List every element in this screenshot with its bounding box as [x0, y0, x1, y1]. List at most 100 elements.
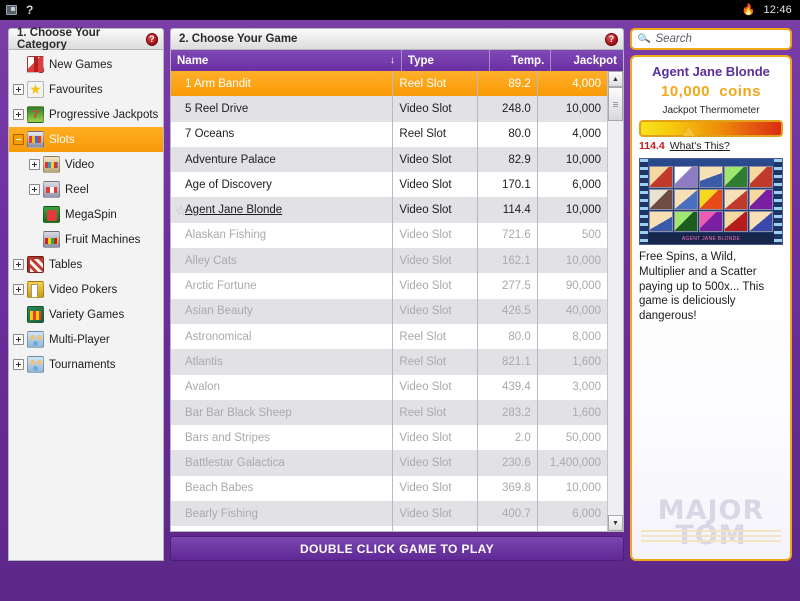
sidebar-item-variety-games[interactable]: Variety Games	[9, 302, 163, 327]
game-grid-body[interactable]: 1 Arm Bandit Reel Slot 89.2 4,000 5 Reel Dri…	[171, 71, 607, 531]
cell-name: Bars and Stripes	[171, 425, 394, 451]
sidebar-item-fruit-machines[interactable]: Fruit Machines	[9, 227, 163, 252]
expand-icon[interactable]	[13, 359, 24, 370]
sort-descending-icon: ↓	[389, 55, 395, 66]
table-row[interactable]: Avalon Video Slot 439.4 3,000	[171, 374, 607, 400]
detail-game-title: Agent Jane Blonde	[652, 64, 770, 79]
table-row[interactable]: 7 Oceans Reel Slot 80.0 4,000	[171, 121, 607, 147]
game-name-label: Astronomical	[185, 330, 252, 343]
game-list-scrollbar[interactable]: ▲ ▼	[607, 71, 623, 531]
cell-temp: 821.1	[478, 349, 538, 375]
table-row[interactable]: Bar Bar Black Sheep Reel Slot 283.2 1,600	[171, 399, 607, 426]
scroll-down-icon[interactable]: ▼	[608, 515, 623, 531]
column-header-temp[interactable]: Temp.	[490, 50, 552, 71]
sidebar-item-megaspin[interactable]: MegaSpin	[9, 202, 163, 227]
scroll-up-icon[interactable]: ▲	[608, 71, 623, 87]
game-name-label: 5 Reel Drive	[185, 102, 249, 115]
sidebar-item-reel[interactable]: Reel	[9, 177, 163, 202]
column-header-jackpot[interactable]: Jackpot	[573, 54, 617, 67]
sidebar-item-tournaments[interactable]: Tournaments	[9, 352, 163, 377]
thermometer-label: Jackpot Thermometer	[662, 105, 760, 117]
thumbnail-symbol	[674, 210, 698, 233]
table-row[interactable]: ☆ Agent Jane Blonde Video Slot 114.4 10,000	[171, 197, 607, 223]
search-input[interactable]: Search	[655, 33, 692, 45]
expand-icon[interactable]	[13, 284, 24, 295]
table-row[interactable]: Alley Cats Video Slot 162.1 10,000	[171, 248, 607, 274]
game-help-icon[interactable]: ?	[605, 32, 618, 46]
game-panel-title-label: 2. Choose Your Game	[179, 33, 298, 45]
sidebar-item-tables[interactable]: Tables	[9, 252, 163, 277]
jackpot-thermometer	[639, 120, 783, 138]
table-row[interactable]: Atlantis Reel Slot 821.1 1,600	[171, 349, 607, 375]
collapse-icon[interactable]	[13, 134, 24, 145]
favourite-star-icon[interactable]: ☆	[175, 202, 187, 218]
double-click-to-play-bar[interactable]: DOUBLE CLICK GAME TO PLAY	[170, 536, 624, 561]
scrollbar-track[interactable]	[608, 87, 623, 515]
sidebar-item-video[interactable]: Video	[9, 152, 163, 177]
expand-icon[interactable]	[13, 259, 24, 270]
category-list[interactable]: New Games ★ Favourites Progressive Jackpots…	[8, 50, 164, 561]
expand-icon[interactable]	[13, 109, 24, 120]
cell-temp: 82.9	[478, 146, 538, 173]
game-thumbnail[interactable]: AGENT JANE BLONDE	[639, 158, 783, 246]
table-row[interactable]: Bearly Fishing Video Slot 400.7 6,000	[171, 501, 607, 527]
sidebar-item-label: Slots	[49, 133, 75, 146]
table-row[interactable]: 5 Reel Drive Video Slot 248.0 10,000	[171, 96, 607, 122]
cell-type: Video Slot	[393, 450, 478, 476]
table-row[interactable]: 1 Arm Bandit Reel Slot 89.2 4,000	[171, 71, 607, 97]
search-icon: 🔍	[636, 32, 652, 46]
game-name-label: Agent Jane Blonde	[185, 204, 283, 217]
cell-type: Video Slot	[393, 96, 478, 122]
sidebar-item-video-pokers[interactable]: Video Pokers	[9, 277, 163, 302]
scrollbar-thumb[interactable]	[608, 87, 623, 121]
thumbnail-symbol	[649, 166, 673, 188]
cell-temp: 230.6	[478, 450, 538, 476]
sidebar-item-favourites[interactable]: ★ Favourites	[9, 77, 163, 102]
table-row[interactable]: Alaskan Fishing Video Slot 721.6 500	[171, 222, 607, 249]
table-row[interactable]: Bars and Stripes Video Slot 2.0 50,000	[171, 425, 607, 451]
window-icon[interactable]	[6, 5, 17, 15]
expand-icon[interactable]	[13, 334, 24, 345]
favourites-star-icon: ★	[27, 81, 44, 98]
expand-icon[interactable]	[29, 184, 40, 195]
game-name-label: Avalon	[185, 381, 220, 394]
expand-icon[interactable]	[13, 84, 24, 95]
cell-name: Bearly Fishing	[171, 501, 394, 527]
table-row[interactable]: Arctic Fortune Video Slot 277.5 90,000	[171, 273, 607, 299]
sidebar-item-label: Multi-Player	[49, 333, 110, 346]
table-row[interactable]: Beach Babes Video Slot 369.8 10,000	[171, 475, 607, 502]
column-header-name[interactable]: Name ↓	[171, 50, 402, 71]
table-row[interactable]: Age of Discovery Video Slot 170.1 6,000	[171, 172, 607, 198]
category-help-icon[interactable]: ?	[145, 32, 158, 46]
table-row[interactable]: Battlestar Galactica Video Slot 230.6 1,400…	[171, 450, 607, 476]
cell-jackpot: 1,600	[572, 406, 601, 419]
clock-label: 12:46	[763, 4, 792, 16]
cell-jackpot: 3,000	[572, 381, 601, 394]
cell-type: Video Slot	[393, 425, 478, 451]
sidebar-item-slots[interactable]: Slots	[9, 127, 163, 152]
search-box[interactable]: 🔍 Search	[630, 28, 792, 50]
table-row[interactable]: Asian Beauty Video Slot 426.5 40,000	[171, 298, 607, 324]
cell-temp: 439.4	[478, 374, 538, 400]
sidebar-item-label: Fruit Machines	[65, 233, 141, 246]
whats-this-link[interactable]: What's This?	[669, 140, 730, 153]
expand-icon[interactable]	[29, 159, 40, 170]
cell-temp: 80.0	[478, 323, 538, 350]
sidebar-item-progressive-jackpots[interactable]: Progressive Jackpots	[9, 102, 163, 127]
column-header-type[interactable]: Type	[402, 50, 490, 71]
help-icon[interactable]: ?	[26, 3, 34, 17]
sidebar-item-new-games[interactable]: New Games	[9, 52, 163, 77]
table-row[interactable]: Adventure Palace Video Slot 82.9 10,000	[171, 146, 607, 173]
detail-jackpot-value: 10,000	[661, 83, 710, 101]
detail-jackpot-unit: coins	[719, 83, 761, 101]
tournaments-icon	[27, 356, 44, 373]
detail-column: 🔍 Search Agent Jane Blonde 10,000 coins …	[630, 28, 792, 561]
thumbnail-symbol	[724, 210, 748, 233]
cell-temp: 170.1	[478, 172, 538, 198]
sidebar-item-multi-player[interactable]: Multi-Player	[9, 327, 163, 352]
category-panel-title: 1. Choose Your Category ?	[8, 27, 164, 51]
cell-jackpot: 6,000	[572, 507, 601, 520]
table-row[interactable]: Astronomical Reel Slot 80.0 8,000	[171, 323, 607, 350]
